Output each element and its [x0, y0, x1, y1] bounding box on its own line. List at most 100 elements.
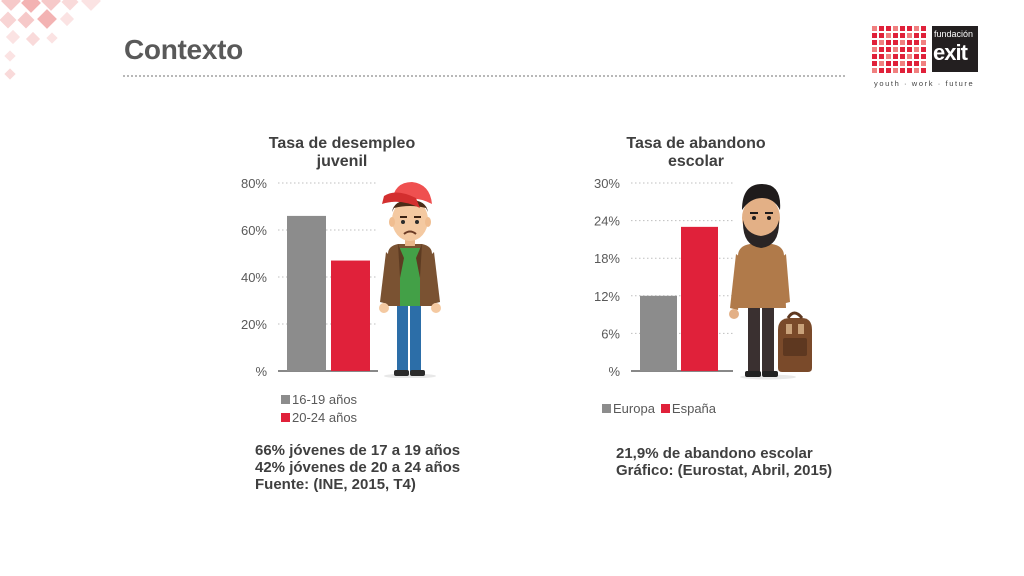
logo-dot — [914, 54, 919, 59]
logo-dot — [921, 26, 926, 31]
logo-dot — [907, 47, 912, 52]
logo-dot — [872, 40, 877, 45]
logo-dot — [921, 33, 926, 38]
legend-label: 20-24 años — [292, 409, 358, 425]
logo-dot — [900, 26, 905, 31]
fundacion-exit-logo: fundación exit youth · work · future — [872, 26, 982, 90]
logo-dot — [886, 40, 891, 45]
logo-dot — [886, 47, 891, 52]
logo-dot — [879, 54, 884, 59]
logo-dot — [907, 68, 912, 73]
logo-dot — [872, 33, 877, 38]
y-tick-label: 18% — [594, 251, 620, 266]
logo-dot — [900, 61, 905, 66]
corner-pattern-decoration — [0, 0, 101, 80]
note-line: Gráfico: (Eurostat, Abril, 2015) — [616, 462, 833, 479]
logo-dot — [907, 33, 912, 38]
logo-dot — [886, 54, 891, 59]
logo-dot — [879, 40, 884, 45]
legend-label: Europa — [613, 400, 655, 416]
logo-dot — [886, 68, 891, 73]
logo-dot — [879, 33, 884, 38]
chart2-title: Tasa de abandono escolar — [626, 135, 766, 170]
legend-swatch-red — [281, 412, 290, 422]
chart1-title: Tasa de desempleo juvenil — [268, 135, 416, 170]
logo-tagline: youth · work · future — [874, 79, 975, 88]
logo-dot — [872, 68, 877, 73]
y-tick-label: 24% — [594, 214, 620, 229]
unemployment-bar-chart: % 20% 40% 60% 80% — [241, 176, 378, 379]
logo-dot — [900, 68, 905, 73]
legend-item-16-19: 16-19 años — [281, 390, 357, 408]
logo-dot — [872, 61, 877, 66]
logo-dot — [914, 33, 919, 38]
logo-dot — [921, 47, 926, 52]
logo-dot — [914, 61, 919, 66]
bar-16-19-años — [287, 215, 326, 371]
logo-dot — [879, 61, 884, 66]
logo-dot — [914, 68, 919, 73]
chart2-legend: Europa España — [602, 399, 722, 417]
logo-dot — [900, 40, 905, 45]
logo-dot — [879, 68, 884, 73]
y-tick-label: % — [608, 364, 620, 379]
logo-dot — [886, 61, 891, 66]
logo-dot — [914, 47, 919, 52]
legend-label: 16-19 años — [292, 391, 358, 407]
logo-dot — [907, 61, 912, 66]
logo-dot — [907, 40, 912, 45]
logo-dot — [914, 40, 919, 45]
bar-20-24-años — [331, 260, 370, 371]
logo-dot — [872, 26, 877, 31]
note-line: 21,9% de abandono escolar — [616, 445, 813, 462]
notes-left: 66% jóvenes de 17 a 19 años 42% jóvenes … — [255, 442, 460, 493]
logo-dot — [921, 54, 926, 59]
logo-dot — [886, 26, 891, 31]
logo-dot — [872, 54, 877, 59]
legend-swatch-red — [660, 403, 670, 413]
y-tick-label: 20% — [241, 317, 267, 332]
notes-right: 21,9% de abandono escolar Gráfico: (Euro… — [616, 445, 832, 479]
logo-dot — [893, 54, 898, 59]
chart1-legend: 16-19 años 20-24 años — [281, 390, 357, 426]
logo-dot — [879, 26, 884, 31]
y-tick-label: 60% — [241, 223, 267, 238]
logo-dot — [900, 54, 905, 59]
logo-dot-grid — [872, 26, 926, 73]
logo-dot — [914, 26, 919, 31]
logo-dot — [893, 47, 898, 52]
y-tick-label: 6% — [601, 326, 620, 341]
note-line: 66% jóvenes de 17 a 19 años — [255, 442, 461, 459]
y-tick-label: 30% — [594, 176, 620, 191]
y-tick-label: 40% — [241, 270, 267, 285]
legend-swatch-gray — [602, 403, 611, 413]
y-tick-label: 12% — [594, 289, 620, 304]
bar-europa — [640, 295, 677, 371]
logo-small-text: fundación — [934, 29, 974, 39]
title-divider — [123, 75, 845, 77]
page-title: Contexto — [124, 34, 243, 65]
note-line: Fuente: (INE, 2015, T4) — [255, 476, 416, 493]
logo-dot — [893, 61, 898, 66]
logo-big-text: exit — [933, 40, 968, 65]
y-tick-label: 80% — [241, 176, 267, 191]
legend-label: España — [671, 400, 717, 416]
young-man-cap-illustration — [379, 182, 441, 378]
legend-swatch-gray — [281, 394, 290, 404]
legend-item-espana: España — [660, 399, 717, 417]
logo-dot — [900, 33, 905, 38]
logo-dot — [921, 61, 926, 66]
legend-item-europa: Europa — [602, 399, 655, 417]
logo-dot — [907, 54, 912, 59]
dropout-bar-chart: % 6% 12% 18% 24% 30% — [594, 176, 733, 379]
logo-dot — [886, 33, 891, 38]
bearded-man-backpack-illustration — [729, 184, 812, 380]
logo-dot — [900, 47, 905, 52]
logo-dot — [893, 33, 898, 38]
logo-dot — [921, 40, 926, 45]
logo-dot — [893, 68, 898, 73]
note-line: 42% jóvenes de 20 a 24 años — [255, 459, 461, 476]
legend-item-20-24: 20-24 años — [281, 408, 357, 426]
logo-dot — [921, 68, 926, 73]
logo-dot — [907, 26, 912, 31]
